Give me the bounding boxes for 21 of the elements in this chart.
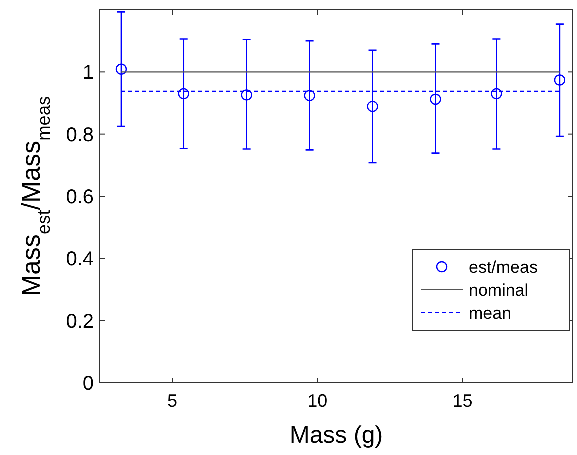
point	[430, 94, 442, 106]
legend-label: nominal	[469, 280, 529, 300]
point	[304, 90, 316, 102]
x-axis-title: Mass (g)	[290, 422, 384, 449]
y-tick-label: 0.8	[66, 124, 94, 146]
x-tick-label: 15	[452, 391, 473, 411]
y-tick-label: 0.2	[66, 310, 94, 333]
point	[491, 88, 502, 100]
point	[554, 74, 566, 86]
point	[367, 101, 378, 112]
y-tick-label: 0.4	[66, 248, 94, 271]
y-tick-label: 1	[82, 62, 94, 84]
y-tick-label: 0	[82, 373, 94, 395]
point	[116, 64, 128, 75]
legend-label: est/meas	[469, 258, 538, 277]
x-tick-label: 10	[308, 391, 328, 411]
x-tick-label: 5	[168, 391, 178, 411]
y-tick-label: 0.6	[66, 186, 94, 208]
point	[241, 90, 252, 101]
point	[178, 88, 190, 100]
legend-label: mean	[469, 304, 512, 323]
